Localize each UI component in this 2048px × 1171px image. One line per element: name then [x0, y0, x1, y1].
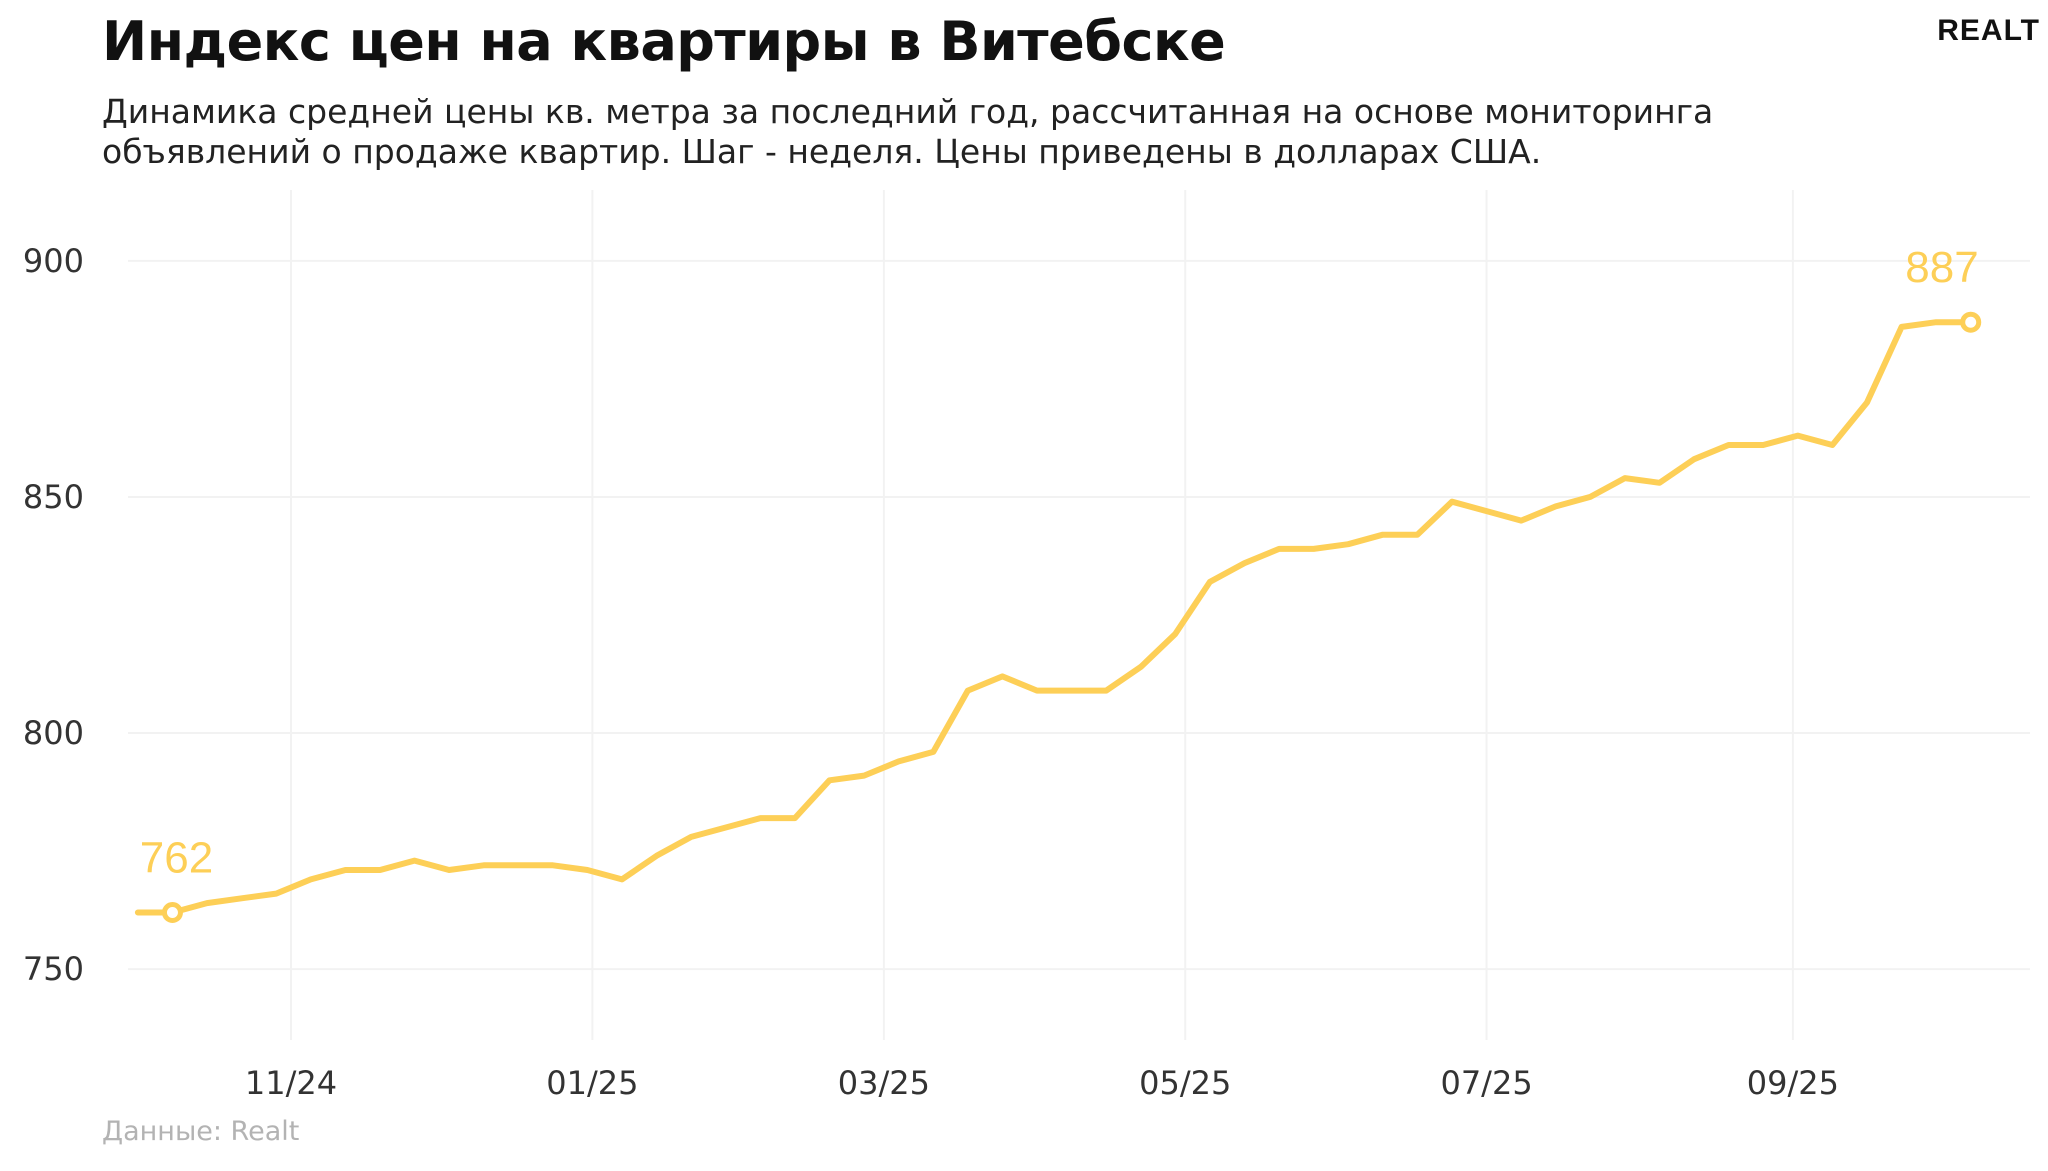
series-layer	[134, 319, 1974, 916]
x-tick-label: 03/25	[838, 1064, 930, 1102]
y-axis: 750 800 850 900	[23, 242, 84, 988]
x-tick-label: 11/24	[245, 1064, 337, 1102]
data-source-note: Данные: Realt	[102, 1116, 300, 1147]
annotations: 762 887	[140, 243, 1982, 923]
x-tick-label: 09/25	[1747, 1064, 1839, 1102]
y-tick-label: 750	[23, 950, 84, 988]
grid-lines	[128, 190, 2030, 1040]
endpoint-marker	[1960, 311, 1982, 333]
y-tick-label: 800	[23, 714, 84, 752]
endpoint-value-label: 887	[1905, 243, 1978, 292]
chart-title: Индекс цен на квартиры в Витебске	[102, 10, 1226, 73]
y-tick-label: 900	[23, 242, 84, 280]
x-axis: 11/24 01/25 03/25 05/25 07/25 09/25	[245, 1064, 1839, 1102]
x-tick-label: 01/25	[546, 1064, 638, 1102]
x-tick-label: 05/25	[1139, 1064, 1231, 1102]
x-tick-label: 07/25	[1440, 1064, 1532, 1102]
chart-subtitle: Динамика средней цены кв. метра за после…	[102, 92, 1714, 171]
realt-logo: REALT	[1937, 14, 2040, 47]
endpoint-marker	[161, 902, 183, 923]
endpoint-value-label: 762	[140, 834, 213, 883]
y-tick-label: 850	[23, 478, 84, 516]
series-line	[134, 319, 1974, 916]
